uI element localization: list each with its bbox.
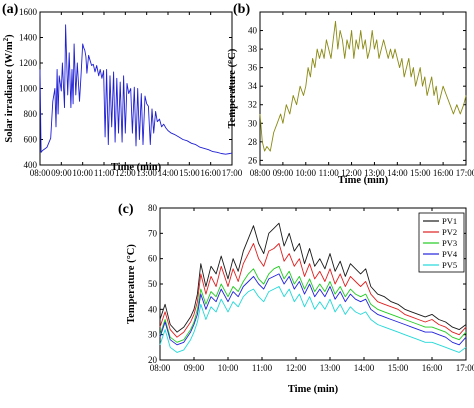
x-axis-title: Time (min) xyxy=(111,162,162,173)
series-line-pv5 xyxy=(159,286,467,353)
x-tick-label: 11:00 xyxy=(94,168,115,178)
x-tick-label: 13:00 xyxy=(364,168,385,178)
x-tick-label: 17:00 xyxy=(456,168,474,178)
panel-a: (a) 400 600 800 1000 1200 1400 1600 08:00 09:00 10… xyxy=(2,2,243,178)
y-tick-label: 1600 xyxy=(19,7,38,17)
x-tick-label: 08:00 xyxy=(30,168,51,178)
y-axis-title: Temperature (°C) xyxy=(126,244,137,324)
y-tick-label: 26 xyxy=(248,155,258,165)
x-tick-label: 16:00 xyxy=(422,363,443,373)
y-tick-label: 32 xyxy=(248,100,257,110)
series-line xyxy=(259,20,467,152)
x-tick-label: 10:00 xyxy=(296,168,317,178)
y-tick-label: 1200 xyxy=(19,58,38,68)
y-tick-label: 60 xyxy=(148,254,158,264)
panel-c: (c) 20 30 40 50 60 70 80 08:00 09:00 10:00 11:00 12:… xyxy=(118,202,474,395)
panel-label-a: (a) xyxy=(2,2,19,17)
panel-label-b: (b) xyxy=(233,2,250,17)
x-tick-label: 14:00 xyxy=(387,168,408,178)
y-axis-title: Temperature (°C) xyxy=(227,48,238,128)
x-tick-label: 17:00 xyxy=(456,363,474,373)
x-tick-label: 09:00 xyxy=(273,168,294,178)
y-tick-label: 30 xyxy=(248,118,258,128)
y-tick-label: 1400 xyxy=(19,33,38,43)
plot-frame xyxy=(259,11,467,166)
x-tick-label: 08:00 xyxy=(150,363,171,373)
x-tick-label: 16:00 xyxy=(200,168,221,178)
x-tick-label: 11:00 xyxy=(252,363,273,373)
x-tick-label: 12:00 xyxy=(115,168,136,178)
y-axis-title: Solar irradiance (W/m2) xyxy=(2,34,15,143)
y-tick-label: 1000 xyxy=(19,84,38,94)
x-tick-label: 13:00 xyxy=(136,168,157,178)
x-tick-label: 10:00 xyxy=(218,363,239,373)
x-tick-label: 12:00 xyxy=(286,363,307,373)
y-tick-label: 34 xyxy=(248,81,258,91)
y-tick-label: 40 xyxy=(248,26,258,36)
x-tick-label: 15:00 xyxy=(388,363,409,373)
x-axis-title: Time (min) xyxy=(338,175,389,186)
x-tick-label: 09:00 xyxy=(184,363,205,373)
panel-label-c: (c) xyxy=(118,202,134,217)
y-tick-label: 400 xyxy=(24,160,38,170)
legend-label: PV2 xyxy=(442,227,457,237)
y-tick-label: 40 xyxy=(148,304,158,314)
series-line-pv2 xyxy=(159,243,467,338)
y-tick-label: 600 xyxy=(24,135,38,145)
series-line-pv4 xyxy=(159,273,467,346)
series-line-pv1 xyxy=(159,222,467,333)
legend-label: PV5 xyxy=(442,260,457,270)
x-tick-label: 11:00 xyxy=(319,168,340,178)
x-tick-label: 08:00 xyxy=(250,168,271,178)
y-tick-label: 80 xyxy=(148,203,158,213)
series-line xyxy=(39,24,233,155)
y-tick-label: 70 xyxy=(148,228,158,238)
legend-label: PV4 xyxy=(442,249,458,259)
series-line-pv3 xyxy=(159,265,467,343)
x-tick-label: 13:00 xyxy=(320,363,341,373)
x-tick-label: 14:00 xyxy=(354,363,375,373)
y-tick-label: 20 xyxy=(148,355,158,365)
y-tick-label: 800 xyxy=(24,109,38,119)
y-tick-label: 28 xyxy=(248,137,258,147)
legend-label: PV3 xyxy=(442,238,457,248)
x-tick-label: 12:00 xyxy=(341,168,362,178)
y-tick-label: 36 xyxy=(248,63,258,73)
x-tick-label: 14:00 xyxy=(158,168,179,178)
y-tick-label: 50 xyxy=(148,279,158,289)
x-tick-label: 15:00 xyxy=(410,168,431,178)
x-tick-label: 15:00 xyxy=(179,168,200,178)
legend-label: PV1 xyxy=(442,216,457,226)
x-tick-label: 17:00 xyxy=(222,168,243,178)
x-tick-label: 16:00 xyxy=(433,168,454,178)
y-tick-label: 38 xyxy=(248,44,258,54)
x-tick-label: 10:00 xyxy=(72,168,93,178)
x-tick-label: 09:00 xyxy=(51,168,72,178)
x-axis-title: Time (min) xyxy=(288,384,339,395)
y-tick-label: 30 xyxy=(148,330,158,340)
